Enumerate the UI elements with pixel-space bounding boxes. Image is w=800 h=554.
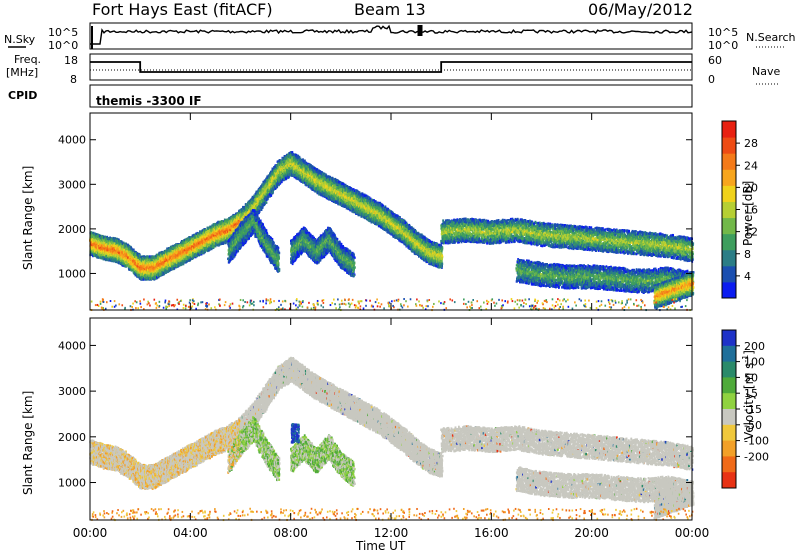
- freq-panel-frame: [90, 54, 692, 80]
- power-scatter: [89, 151, 695, 311]
- cpid-panel-frame: [90, 85, 692, 107]
- noise-panel-frame: [90, 23, 692, 49]
- nsky-line: [90, 26, 692, 44]
- plot-canvas: 1000200030004000481216202428100020003000…: [0, 0, 800, 554]
